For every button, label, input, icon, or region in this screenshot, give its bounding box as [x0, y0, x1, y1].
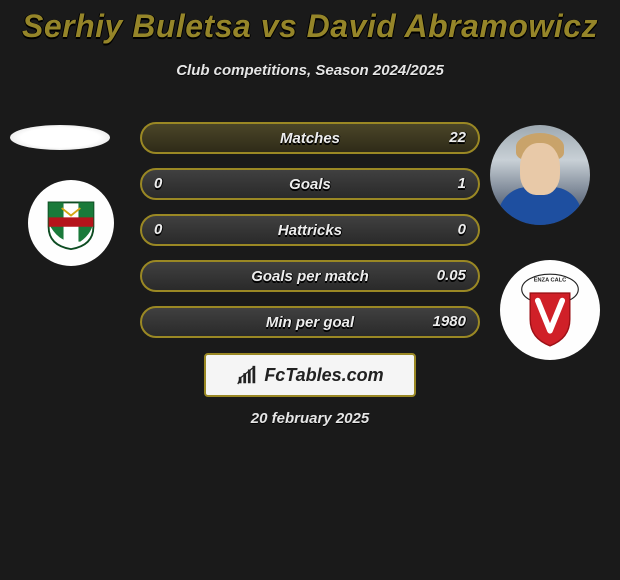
stat-label: Matches — [280, 130, 340, 147]
stat-row-min-per-goal: Min per goal 1980 — [140, 306, 480, 338]
stat-left-value: 0 — [154, 170, 162, 198]
infographic-root: Serhiy Buletsa vs David Abramowicz Club … — [0, 0, 620, 580]
stat-label: Goals — [289, 176, 331, 193]
subtitle: Club competitions, Season 2024/2025 — [0, 62, 620, 79]
left-avatar-placeholder — [10, 125, 110, 150]
stat-label: Goals per match — [251, 268, 369, 285]
stat-right-value: 0.05 — [437, 262, 466, 290]
brand-badge: FcTables.com — [204, 353, 416, 397]
stat-right-value: 1 — [458, 170, 466, 198]
right-club-crest: ENZA CALC 1902 — [500, 260, 600, 360]
right-player-avatar — [490, 125, 590, 225]
avatar-face — [520, 143, 560, 195]
stat-right-value: 1980 — [433, 308, 466, 336]
stat-row-matches: Matches 22 — [140, 122, 480, 154]
left-club-crest — [28, 180, 114, 266]
headline: Serhiy Buletsa vs David Abramowicz — [0, 8, 620, 45]
svg-text:ENZA CALC: ENZA CALC — [534, 278, 566, 284]
stat-right-value: 0 — [458, 216, 466, 244]
stat-row-goals-per-match: Goals per match 0.05 — [140, 260, 480, 292]
brand-text: FcTables.com — [264, 365, 383, 386]
stat-row-hattricks: 0 Hattricks 0 — [140, 214, 480, 246]
stat-label: Hattricks — [278, 222, 342, 239]
date-text: 20 february 2025 — [0, 410, 620, 427]
stat-label: Min per goal — [266, 314, 354, 331]
bar-chart-icon — [236, 364, 258, 386]
vicenza-shield-icon: ENZA CALC 1902 — [517, 272, 583, 348]
stat-left-value: 0 — [154, 216, 162, 244]
stats-list: Matches 22 0 Goals 1 0 Hattricks 0 Goals… — [140, 122, 480, 352]
stat-right-value: 22 — [449, 124, 466, 152]
lechia-shield-icon — [43, 195, 99, 251]
stat-row-goals: 0 Goals 1 — [140, 168, 480, 200]
